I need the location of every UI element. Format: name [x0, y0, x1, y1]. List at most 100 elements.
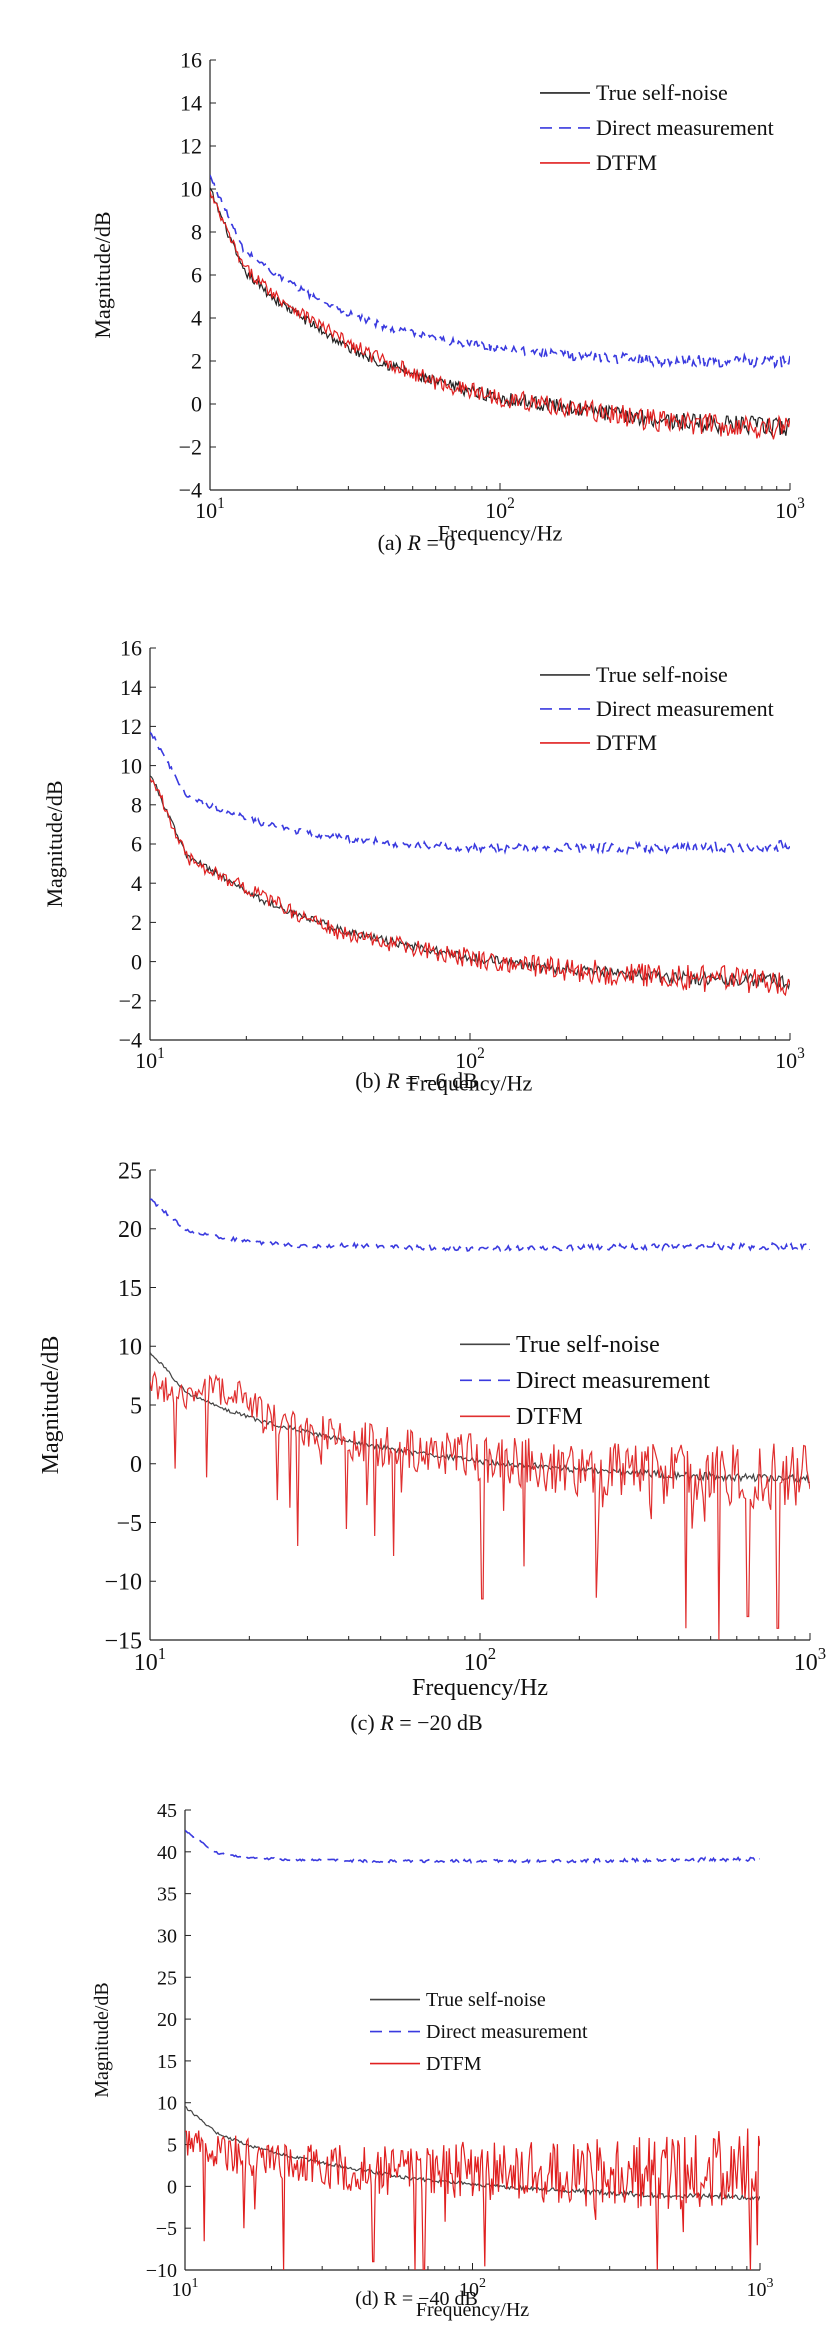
y-tick-label: 35: [157, 1884, 177, 1906]
y-tick-label: 45: [157, 1800, 177, 1822]
legend-label: Direct measurement: [596, 696, 774, 721]
legend-label: Direct measurement: [426, 2021, 588, 2043]
legend-label: Direct measurement: [516, 1368, 710, 1394]
caption-a-prefix: (a): [377, 530, 408, 555]
caption-d: (d) R = −40 dB: [0, 2288, 833, 2311]
chart-b: −4 −2 0 2 4 6 8 10 12 14 16 101 102 103 Frequency/Hz Ma…: [42, 636, 806, 1096]
legend: True self-noise Direct measurement DTFM: [540, 80, 774, 175]
axes: −15 −10 −5 0 5 10 15 20 25 101 102 103: [104, 1158, 826, 1676]
y-tick-label: −5: [156, 2218, 177, 2240]
caption-b: (b) R = −6 dB: [0, 1068, 833, 1094]
y-tick-label: 10: [180, 177, 202, 202]
y-tick-label: 20: [157, 2009, 177, 2031]
y-tick-label: −2: [119, 989, 142, 1014]
x-tick-label: 103: [775, 1045, 805, 1073]
y-tick-label: −4: [119, 1028, 142, 1053]
y-tick-label: 25: [157, 1967, 177, 1989]
x-tick-label: 103: [794, 1644, 826, 1676]
y-tick-label: −10: [146, 2260, 177, 2282]
legend: True self-noise Direct measurement DTFM: [540, 662, 774, 755]
x-tick-label: 101: [135, 1045, 165, 1073]
y-tick-label: 8: [191, 220, 202, 245]
axes: −4 −2 0 2 4 6 8 10 12 14 16 101 102 103: [179, 48, 806, 523]
x-tick-label: 101: [134, 1644, 166, 1676]
x-axis-title: Frequency/Hz: [416, 2299, 529, 2321]
y-tick-label: 15: [118, 1276, 142, 1302]
y-tick-label: 4: [131, 871, 142, 896]
y-tick-label: 30: [157, 1925, 177, 1947]
y-tick-label: 10: [157, 2093, 177, 2115]
legend-label: True self-noise: [596, 662, 728, 687]
caption-a: (a) R = 0: [0, 530, 833, 556]
caption-c-rest: = −20 dB: [393, 1710, 483, 1735]
y-axis-title: Magnitude/dB: [90, 211, 115, 338]
legend-label: DTFM: [596, 730, 657, 755]
y-tick-label: 4: [191, 306, 202, 331]
y-tick-label: 10: [118, 1335, 142, 1361]
legend-label: True self-noise: [426, 1989, 546, 2011]
y-tick-label: 14: [180, 91, 202, 116]
y-tick-label: 12: [180, 134, 202, 159]
y-tick-label: 8: [131, 793, 142, 818]
x-axis-title: Frequency/Hz: [412, 1675, 548, 1701]
series-line-true-self-noise: [150, 1351, 810, 1485]
chart-panel-b: −4 −2 0 2 4 6 8 10 12 14 16 101 102 103 Frequency/Hz Ma…: [0, 570, 833, 1110]
series-line-dtfm: [150, 777, 790, 997]
legend-label: True self-noise: [516, 1332, 660, 1358]
y-tick-label: −15: [104, 1628, 142, 1654]
legend-label: DTFM: [596, 150, 657, 175]
y-tick-label: 0: [131, 949, 142, 974]
legend: True self-noise Direct measurement DTFM: [460, 1332, 710, 1430]
chart-panel-a: −4 −2 0 2 4 6 8 10 12 14 16 101 102 103 Frequency/Hz Ma…: [0, 0, 833, 600]
y-tick-label: 20: [118, 1217, 142, 1243]
y-tick-label: 12: [120, 714, 142, 739]
chart-panel-c: −15 −10 −5 0 5 10 15 20 25 101 102 103 Frequency/Hz M…: [0, 1120, 833, 1720]
y-tick-label: 14: [120, 675, 142, 700]
x-tick-label: 101: [195, 495, 225, 523]
series-line-direct-measurement: [210, 174, 790, 369]
x-tick-label: 101: [172, 2276, 199, 2301]
caption-c: (c) R = −20 dB: [0, 1710, 833, 1736]
y-tick-label: −4: [179, 478, 202, 503]
legend-label: DTFM: [516, 1404, 583, 1430]
chart-panel-d: −10 −5 0 5 10 15 20 25 30 35 40 45 101 102 103 Frequenc…: [0, 1790, 833, 2321]
series-line-dtfm: [210, 190, 790, 440]
y-tick-label: 0: [191, 392, 202, 417]
axes: −4 −2 0 2 4 6 8 10 12 14 16 101 102 103: [119, 636, 806, 1073]
y-tick-label: 5: [167, 2135, 177, 2157]
caption-b-prefix: (b): [355, 1068, 387, 1093]
caption-c-prefix: (c): [350, 1710, 381, 1735]
caption-d-prefix: (d) R = −40 dB: [355, 2288, 478, 2310]
caption-b-var: R: [386, 1068, 400, 1093]
legend-label: Direct measurement: [596, 115, 774, 140]
chart-a: −4 −2 0 2 4 6 8 10 12 14 16 101 102 103 Frequency/Hz Ma…: [90, 48, 806, 546]
axes: −10 −5 0 5 10 15 20 25 30 35 40 45 101 102 103: [146, 1800, 774, 2301]
series-line-direct-measurement: [150, 1198, 810, 1253]
y-tick-label: 5: [130, 1393, 142, 1419]
y-tick-label: 6: [131, 832, 142, 857]
caption-a-rest: = 0: [420, 530, 456, 555]
y-axis-title: Magnitude/dB: [91, 1982, 113, 2098]
x-tick-label: 102: [485, 495, 515, 523]
x-tick-label: 103: [747, 2276, 774, 2301]
y-tick-label: −2: [179, 435, 202, 460]
y-tick-label: 0: [130, 1452, 142, 1478]
x-tick-label: 103: [775, 495, 805, 523]
y-axis-title: Magnitude/dB: [38, 1336, 64, 1475]
legend-label: True self-noise: [596, 80, 728, 105]
caption-a-var: R: [407, 530, 421, 555]
y-tick-label: 16: [180, 48, 202, 73]
x-tick-label: 102: [464, 1644, 496, 1676]
y-tick-label: 0: [167, 2176, 177, 2198]
series-line-dtfm: [150, 1370, 810, 1640]
x-axis-title: Frequency/Hz: [438, 521, 563, 546]
y-tick-label: 10: [120, 753, 142, 778]
chart-d: −10 −5 0 5 10 15 20 25 30 35 40 45 101 102 103 Frequenc…: [91, 1800, 774, 2321]
y-tick-label: −10: [104, 1570, 142, 1596]
series-line-direct-measurement: [150, 731, 790, 856]
legend: True self-noise Direct measurement DTFM: [370, 1989, 588, 2075]
y-tick-label: 16: [120, 636, 142, 661]
series-line-direct-measurement: [185, 1829, 760, 1865]
caption-b-rest: = −6 dB: [399, 1068, 478, 1093]
x-tick-label: 102: [455, 1045, 485, 1073]
